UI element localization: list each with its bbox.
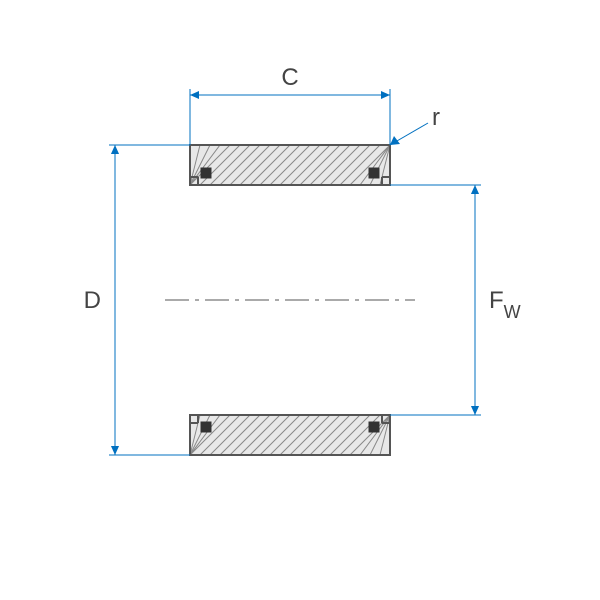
hatch-line — [390, 145, 400, 185]
corner-marker — [369, 168, 380, 179]
corner-marker — [201, 422, 212, 433]
hatch-line — [390, 415, 420, 455]
arrowhead — [190, 91, 199, 99]
label-fw: FW — [489, 287, 521, 322]
label-c: C — [281, 64, 298, 91]
corner-marker — [369, 422, 380, 433]
arrowhead — [381, 91, 390, 99]
arrowhead — [111, 446, 119, 455]
hatch-line — [390, 145, 410, 185]
hatch-line — [390, 415, 410, 455]
arrowhead — [471, 406, 479, 415]
bearing-diagram: C D FW r — [0, 0, 600, 600]
corner-marker — [201, 168, 212, 179]
label-r: r — [432, 104, 440, 131]
hatch-line — [390, 415, 400, 455]
hatch-line — [390, 145, 420, 185]
label-d: D — [84, 287, 101, 314]
arrowhead — [111, 145, 119, 154]
arrowhead — [471, 185, 479, 194]
